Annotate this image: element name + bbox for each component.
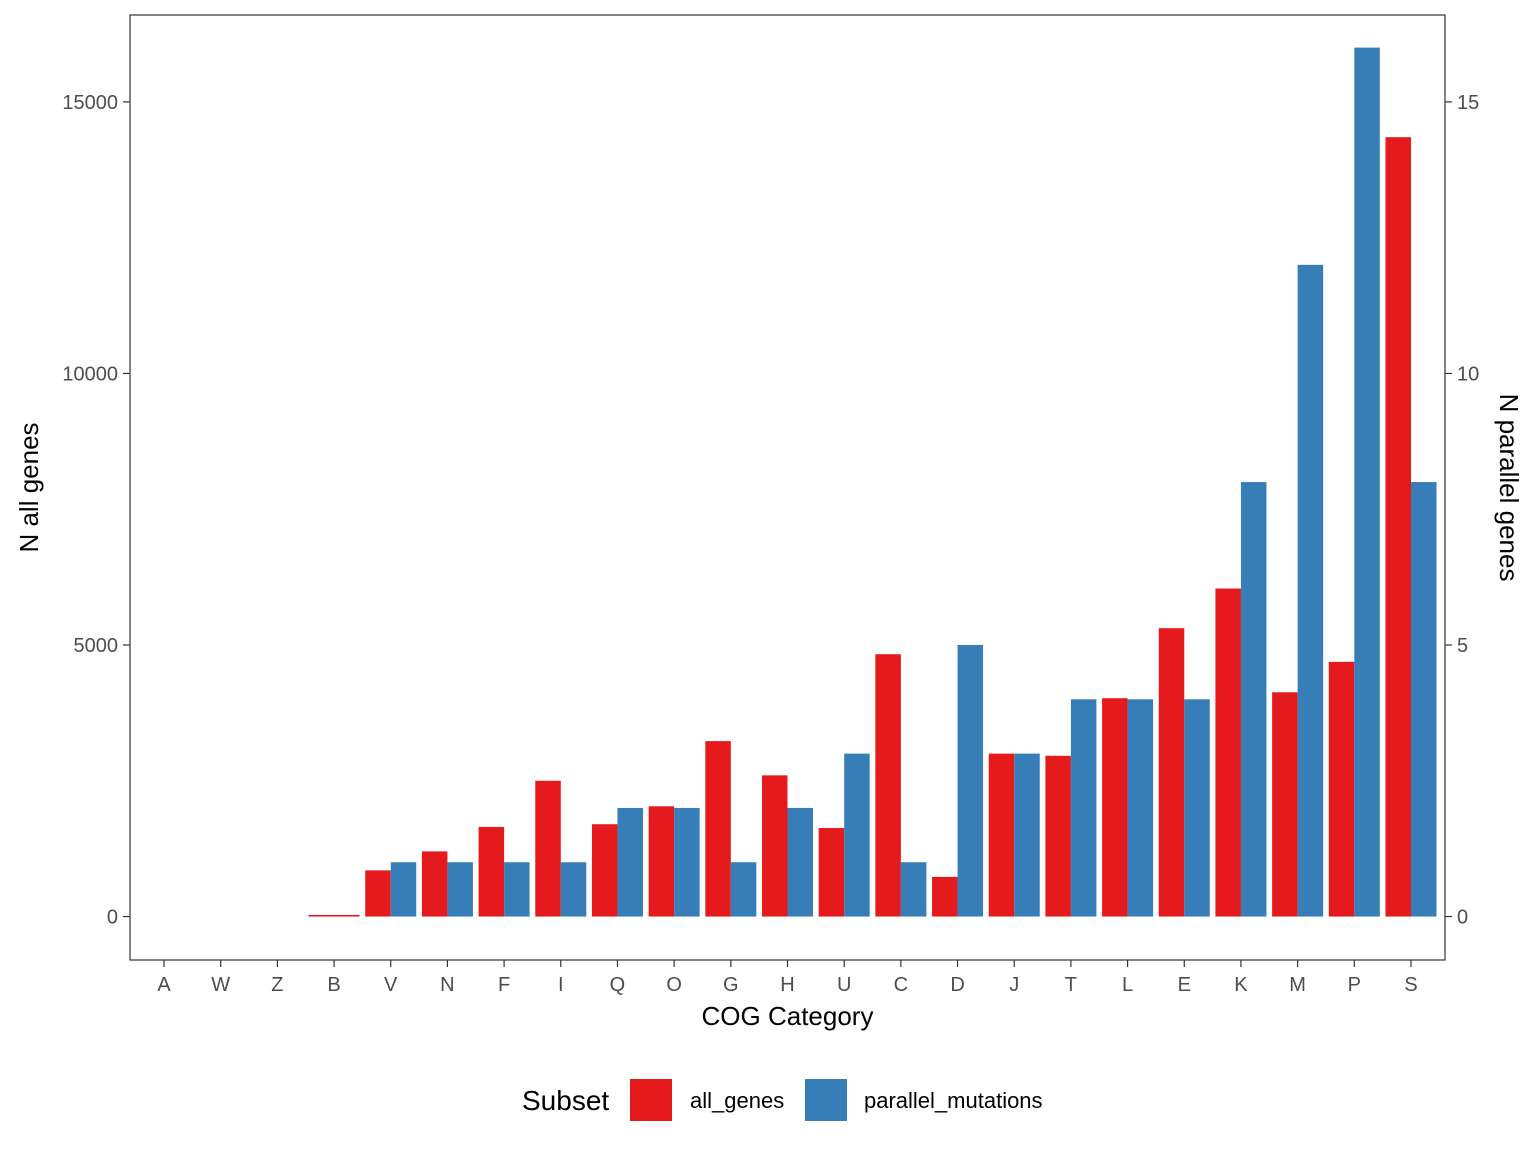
x-tick-label-D: D — [950, 974, 964, 996]
bar-all-genes-C — [875, 654, 901, 917]
y-axis-right-title: N parallel genes — [1494, 394, 1524, 582]
bar-parallel-mutations-U — [844, 753, 870, 917]
x-tick-label-G: G — [723, 974, 739, 996]
bar-parallel-mutations-S — [1410, 482, 1437, 917]
x-tick-label-O: O — [666, 974, 682, 996]
legend-key-all-genes — [630, 1079, 672, 1121]
bar-parallel-mutations-H — [787, 807, 814, 917]
bar-all-genes-E — [1158, 628, 1185, 917]
bar-all-genes-U — [818, 828, 845, 917]
x-tick-label-P: P — [1348, 974, 1361, 996]
bar-parallel-mutations-E — [1184, 699, 1210, 917]
bar-parallel-mutations-D — [957, 645, 984, 917]
y-right-tick-label: 0 — [1457, 907, 1468, 929]
y-right-tick-label: 10 — [1457, 363, 1479, 385]
x-tick-label-B: B — [327, 974, 340, 996]
y-right-tick-label: 15 — [1457, 92, 1479, 114]
bar-all-genes-D — [932, 876, 958, 917]
x-tick-label-J: J — [1009, 974, 1019, 996]
x-tick-label-H: H — [780, 974, 794, 996]
bar-all-genes-H — [761, 775, 788, 917]
bar-all-genes-Q — [591, 824, 618, 917]
y-left-tick-label: 15000 — [62, 92, 118, 114]
bar-parallel-mutations-Q — [617, 807, 643, 917]
bar-parallel-mutations-M — [1297, 264, 1324, 917]
x-axis-title: COG Category — [702, 1001, 874, 1031]
x-tick-label-C: C — [894, 974, 908, 996]
bar-all-genes-V — [365, 870, 391, 917]
y-axis-right: 0 5 10 15 — [1445, 92, 1479, 929]
bar-all-genes-B — [308, 914, 360, 917]
bar-all-genes-G — [705, 741, 731, 917]
x-tick-label-T: T — [1065, 974, 1077, 996]
legend: Subset all_genes parallel_mutations — [522, 1079, 1043, 1121]
bar-parallel-mutations-P — [1354, 47, 1380, 917]
legend-title: Subset — [522, 1085, 609, 1116]
bar-parallel-mutations-L — [1127, 699, 1154, 917]
bar-parallel-mutations-K — [1240, 482, 1267, 917]
bar-parallel-mutations-O — [674, 807, 700, 917]
bar-all-genes-S — [1385, 137, 1411, 917]
y-left-tick-label: 0 — [107, 907, 118, 929]
y-axis-left-title: N all genes — [14, 422, 44, 552]
x-tick-label-Z: Z — [271, 974, 283, 996]
bars-layer — [308, 47, 1437, 917]
x-tick-label-U: U — [837, 974, 851, 996]
bar-parallel-mutations-N — [447, 862, 473, 917]
x-tick-label-I: I — [558, 974, 564, 996]
bar-all-genes-K — [1215, 588, 1241, 917]
y-right-tick-label: 5 — [1457, 635, 1468, 657]
bar-parallel-mutations-I — [560, 862, 587, 917]
bar-all-genes-I — [535, 780, 561, 917]
x-tick-label-E: E — [1178, 974, 1191, 996]
y-left-tick-label: 5000 — [74, 635, 119, 657]
bar-parallel-mutations-T — [1070, 699, 1097, 917]
bar-all-genes-O — [648, 806, 675, 917]
y-axis-left: 0 5000 10000 15000 — [62, 92, 130, 929]
y-left-tick-label: 10000 — [62, 363, 118, 385]
bar-all-genes-P — [1328, 661, 1355, 917]
bar-parallel-mutations-C — [900, 862, 927, 917]
x-tick-label-S: S — [1404, 974, 1417, 996]
bar-parallel-mutations-G — [730, 862, 757, 917]
bar-all-genes-J — [988, 753, 1015, 917]
x-tick-label-W: W — [211, 974, 230, 996]
bar-all-genes-L — [1102, 698, 1128, 917]
x-tick-label-V: V — [384, 974, 398, 996]
bar-all-genes-T — [1045, 755, 1071, 917]
bar-parallel-mutations-V — [390, 862, 417, 917]
x-tick-label-L: L — [1122, 974, 1133, 996]
bar-all-genes-N — [421, 851, 448, 917]
x-tick-label-A: A — [157, 974, 171, 996]
x-tick-label-M: M — [1289, 974, 1306, 996]
x-tick-label-K: K — [1234, 974, 1248, 996]
legend-label-all-genes: all_genes — [690, 1088, 784, 1113]
bar-all-genes-M — [1272, 692, 1298, 917]
x-tick-label-N: N — [440, 974, 454, 996]
bar-parallel-mutations-F — [504, 862, 530, 917]
x-tick-label-Q: Q — [610, 974, 626, 996]
bar-parallel-mutations-J — [1014, 753, 1040, 917]
bar-all-genes-F — [478, 826, 505, 917]
x-tick-label-F: F — [498, 974, 510, 996]
legend-key-parallel-mutations — [805, 1079, 847, 1121]
legend-label-parallel-mutations: parallel_mutations — [864, 1088, 1043, 1113]
